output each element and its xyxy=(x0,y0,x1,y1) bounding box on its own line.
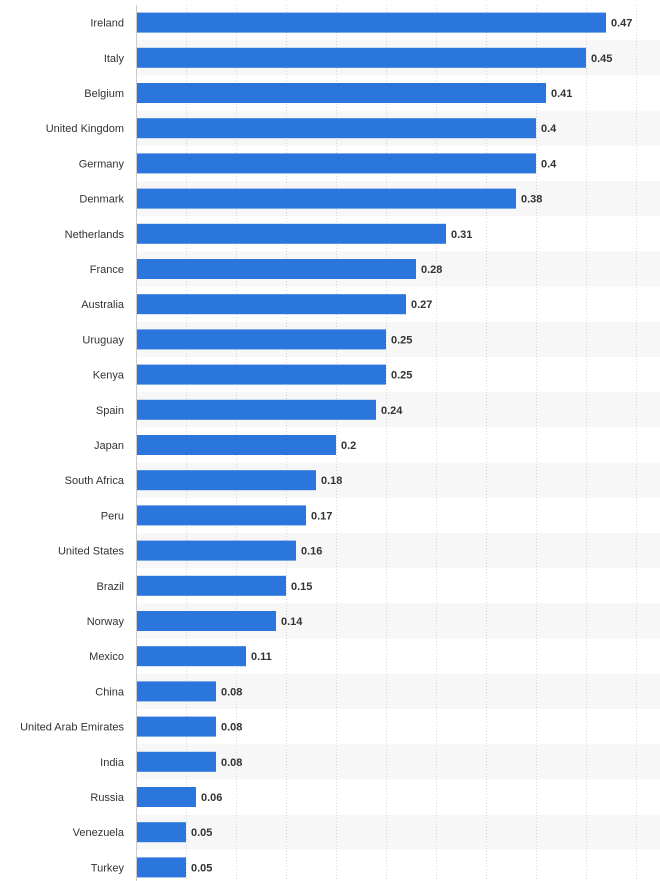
category-label: Kenya xyxy=(93,370,125,382)
category-label: United Arab Emirates xyxy=(20,722,124,734)
bar xyxy=(136,857,186,878)
value-label: 0.18 xyxy=(321,475,342,487)
value-label: 0.14 xyxy=(281,616,303,628)
category-label: Italy xyxy=(104,53,125,65)
category-label: Belgium xyxy=(84,88,124,100)
bar xyxy=(136,259,416,279)
row-stripe xyxy=(136,814,660,850)
value-label: 0.15 xyxy=(291,581,312,593)
category-label: France xyxy=(90,264,124,276)
value-label: 0.28 xyxy=(421,264,442,276)
bar xyxy=(136,12,606,33)
category-label: Peru xyxy=(101,510,124,522)
category-label: Venezuela xyxy=(73,827,125,839)
category-label: Uruguay xyxy=(82,334,124,346)
value-label: 0.17 xyxy=(311,510,332,522)
row-stripe xyxy=(136,744,660,780)
value-label: 0.47 xyxy=(611,18,632,30)
value-label: 0.11 xyxy=(251,651,272,663)
category-label: China xyxy=(95,686,125,698)
bar xyxy=(136,364,386,385)
value-label: 0.27 xyxy=(411,299,432,311)
category-label: Spain xyxy=(96,405,124,417)
bar xyxy=(136,751,216,772)
bar xyxy=(136,822,186,843)
category-label: Japan xyxy=(94,440,124,452)
value-label: 0.31 xyxy=(451,229,472,241)
category-label: Norway xyxy=(87,616,125,628)
value-label: 0.08 xyxy=(221,686,242,698)
category-label: Germany xyxy=(79,158,125,170)
bar xyxy=(136,716,216,737)
category-label: Turkey xyxy=(91,862,125,874)
bar xyxy=(136,470,316,491)
category-label: Brazil xyxy=(96,581,124,593)
bar xyxy=(136,83,546,103)
bar xyxy=(136,153,536,174)
bar xyxy=(136,681,216,702)
category-label: Russia xyxy=(90,792,125,804)
value-label: 0.2 xyxy=(341,440,356,452)
bar xyxy=(136,611,276,631)
bar xyxy=(136,329,386,350)
value-label: 0.4 xyxy=(541,158,557,170)
value-label: 0.08 xyxy=(221,722,242,734)
value-label: 0.05 xyxy=(191,862,212,874)
bar xyxy=(136,540,296,561)
value-labels: 0.47 0.45 0.41 0.4 0.4 0.38 0.31 0.28 0.27 0.25 0.… xyxy=(191,18,632,875)
value-label: 0.25 xyxy=(391,334,412,346)
value-label: 0.41 xyxy=(551,88,572,100)
bar xyxy=(136,294,406,315)
bar xyxy=(136,47,586,68)
category-label: Denmark xyxy=(79,194,124,206)
value-label: 0.45 xyxy=(591,53,612,65)
category-label: Mexico xyxy=(89,651,124,663)
bar xyxy=(136,505,306,526)
category-label: Australia xyxy=(81,299,125,311)
bar xyxy=(136,399,376,420)
bar xyxy=(136,435,336,455)
value-label: 0.08 xyxy=(221,757,242,769)
bar xyxy=(136,223,446,244)
category-label: Netherlands xyxy=(65,229,125,241)
value-label: 0.25 xyxy=(391,370,412,382)
value-label: 0.05 xyxy=(191,827,212,839)
value-label: 0.24 xyxy=(381,405,403,417)
bar xyxy=(136,188,516,209)
category-label: Ireland xyxy=(90,18,124,30)
value-label: 0.16 xyxy=(301,546,322,558)
category-labels: Ireland Italy Belgium United Kingdom Germany… xyxy=(20,18,125,875)
value-label: 0.06 xyxy=(201,792,222,804)
bar xyxy=(136,575,286,596)
category-label: India xyxy=(100,757,125,769)
bar xyxy=(136,787,196,807)
row-stripe xyxy=(136,673,660,709)
category-label: South Africa xyxy=(65,475,125,487)
value-label: 0.4 xyxy=(541,123,557,135)
category-label: United Kingdom xyxy=(46,123,124,135)
bar xyxy=(136,118,536,139)
bar xyxy=(136,646,246,667)
category-label: United States xyxy=(58,546,125,558)
value-label: 0.38 xyxy=(521,194,542,206)
bars xyxy=(136,12,606,878)
